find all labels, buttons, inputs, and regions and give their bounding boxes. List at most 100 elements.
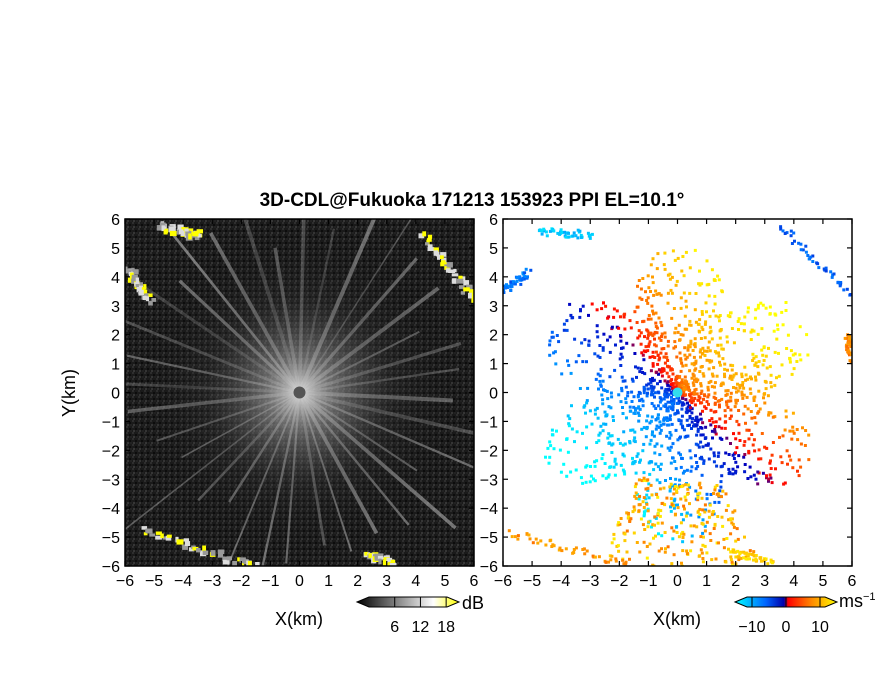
velocity-cloud-pixel bbox=[567, 235, 571, 239]
velocity-pixel bbox=[642, 349, 646, 353]
velocity-pixel bbox=[705, 497, 709, 501]
velocity-pixel bbox=[703, 336, 707, 340]
velocity-pixel bbox=[665, 407, 669, 411]
cloud-echo-pixel bbox=[125, 266, 128, 271]
velocity-pixel bbox=[585, 425, 589, 429]
velocity-pixel bbox=[681, 364, 685, 368]
velocity-pixel bbox=[625, 550, 629, 554]
velocity-pixel bbox=[781, 434, 785, 438]
velocity-pixel bbox=[610, 443, 614, 447]
velocity-pixel bbox=[691, 381, 695, 385]
velocity-pixel bbox=[703, 544, 707, 548]
cloud-echo-pixel bbox=[183, 538, 189, 542]
reflectivity-colorbar-unit: dB bbox=[462, 593, 484, 613]
velocity-pixel bbox=[774, 467, 777, 471]
velocity-pixel bbox=[569, 371, 573, 375]
velocity-pixel bbox=[678, 400, 682, 404]
y-tick-label: −1 bbox=[480, 414, 498, 431]
cloud-echo-pixel bbox=[457, 278, 464, 284]
velocity-pixel bbox=[760, 327, 764, 331]
velocity-pixel bbox=[702, 461, 706, 465]
velocity-cloud-pixel bbox=[542, 229, 546, 233]
velocity-pixel bbox=[728, 376, 732, 380]
velocity-pixel bbox=[690, 540, 694, 544]
velocity-pixel bbox=[675, 355, 679, 359]
velocity-pixel bbox=[601, 474, 605, 478]
cloud-echo-pixel bbox=[125, 268, 130, 273]
velocity-cloud-pixel bbox=[742, 556, 746, 560]
velocity-pixel bbox=[662, 367, 666, 371]
velocity-pixel bbox=[761, 363, 765, 367]
velocity-pixel bbox=[597, 387, 600, 391]
velocity-pixel bbox=[652, 404, 656, 408]
velocity-pixel bbox=[643, 387, 647, 391]
velocity-pixel bbox=[788, 357, 792, 361]
velocity-pixel bbox=[769, 476, 773, 480]
velocity-pixel bbox=[716, 343, 720, 347]
velocity-pixel bbox=[570, 316, 574, 320]
cloud-echo-pixel bbox=[390, 559, 396, 565]
velocity-pixel bbox=[694, 387, 698, 391]
velocity-pixel bbox=[655, 267, 659, 271]
velocity-pixel bbox=[664, 352, 668, 356]
velocity-pixel bbox=[616, 437, 620, 441]
velocity-pixel bbox=[671, 442, 675, 446]
velocity-pixel bbox=[695, 461, 699, 464]
x-tick-label: 3 bbox=[382, 573, 391, 590]
velocity-pixel bbox=[704, 443, 708, 447]
velocity-pixel bbox=[700, 389, 704, 393]
cloud-echo-pixel bbox=[418, 233, 425, 239]
velocity-pixel bbox=[676, 503, 679, 507]
velocity-pixel bbox=[651, 334, 655, 338]
velocity-pixel bbox=[597, 439, 601, 443]
velocity-pixel bbox=[671, 456, 674, 460]
velocity-pixel bbox=[544, 455, 547, 459]
velocity-pixel bbox=[633, 310, 637, 314]
velocity-pixel bbox=[754, 421, 758, 425]
velocity-pixel bbox=[640, 427, 644, 431]
velocity-pixel bbox=[709, 423, 713, 427]
cloud-echo-pixel bbox=[427, 244, 433, 249]
velocity-pixel bbox=[720, 515, 724, 519]
velocity-pixel bbox=[717, 500, 721, 504]
velocity-pixel bbox=[679, 453, 682, 457]
velocity-pixel bbox=[701, 409, 704, 413]
velocity-pixel bbox=[668, 489, 672, 493]
cloud-echo-pixel bbox=[182, 544, 189, 550]
velocity-pixel bbox=[717, 354, 721, 358]
velocity-pixel bbox=[670, 562, 674, 566]
velocity-pixel bbox=[557, 340, 561, 344]
velocity-cloud-pixel bbox=[593, 555, 597, 559]
velocity-pixel bbox=[676, 409, 679, 413]
velocity-pixel bbox=[719, 343, 723, 347]
velocity-cloud-pixel bbox=[515, 276, 519, 280]
velocity-colorbar: −10 0 10 ms−1 bbox=[733, 591, 876, 636]
reflectivity-xlabel: X(km) bbox=[275, 609, 323, 629]
velocity-pixel bbox=[692, 374, 696, 378]
velocity-cloud-pixel bbox=[548, 539, 552, 543]
velocity-pixel bbox=[700, 282, 704, 286]
velocity-pixel bbox=[759, 457, 763, 461]
velocity-pixel bbox=[651, 379, 655, 383]
velocity-pixel bbox=[655, 292, 659, 296]
x-tick-label: −1 bbox=[261, 573, 279, 590]
velocity-pixel bbox=[710, 385, 714, 389]
velocity-pixel bbox=[623, 472, 627, 476]
velocity-pixel bbox=[639, 367, 643, 371]
velocity-cloud-pixel bbox=[846, 341, 850, 345]
velocity-pixel bbox=[641, 371, 645, 374]
velocity-pixel bbox=[710, 337, 714, 341]
velocity-cloud-pixel bbox=[770, 561, 774, 565]
velocity-pixel bbox=[606, 397, 610, 401]
velocity-cloud-pixel bbox=[789, 229, 793, 233]
cloud-echo-pixel bbox=[194, 230, 199, 237]
velocity-pixel bbox=[754, 355, 758, 359]
velocity-pixel bbox=[715, 484, 719, 487]
velocity-pixel bbox=[592, 477, 595, 481]
velocity-pixel bbox=[619, 352, 623, 356]
velocity-pixel bbox=[671, 249, 675, 253]
velocity-pixel bbox=[656, 413, 660, 417]
velocity-cloud-pixel bbox=[534, 537, 538, 541]
cloud-echo-pixel bbox=[128, 269, 132, 275]
velocity-pixel bbox=[807, 433, 811, 437]
